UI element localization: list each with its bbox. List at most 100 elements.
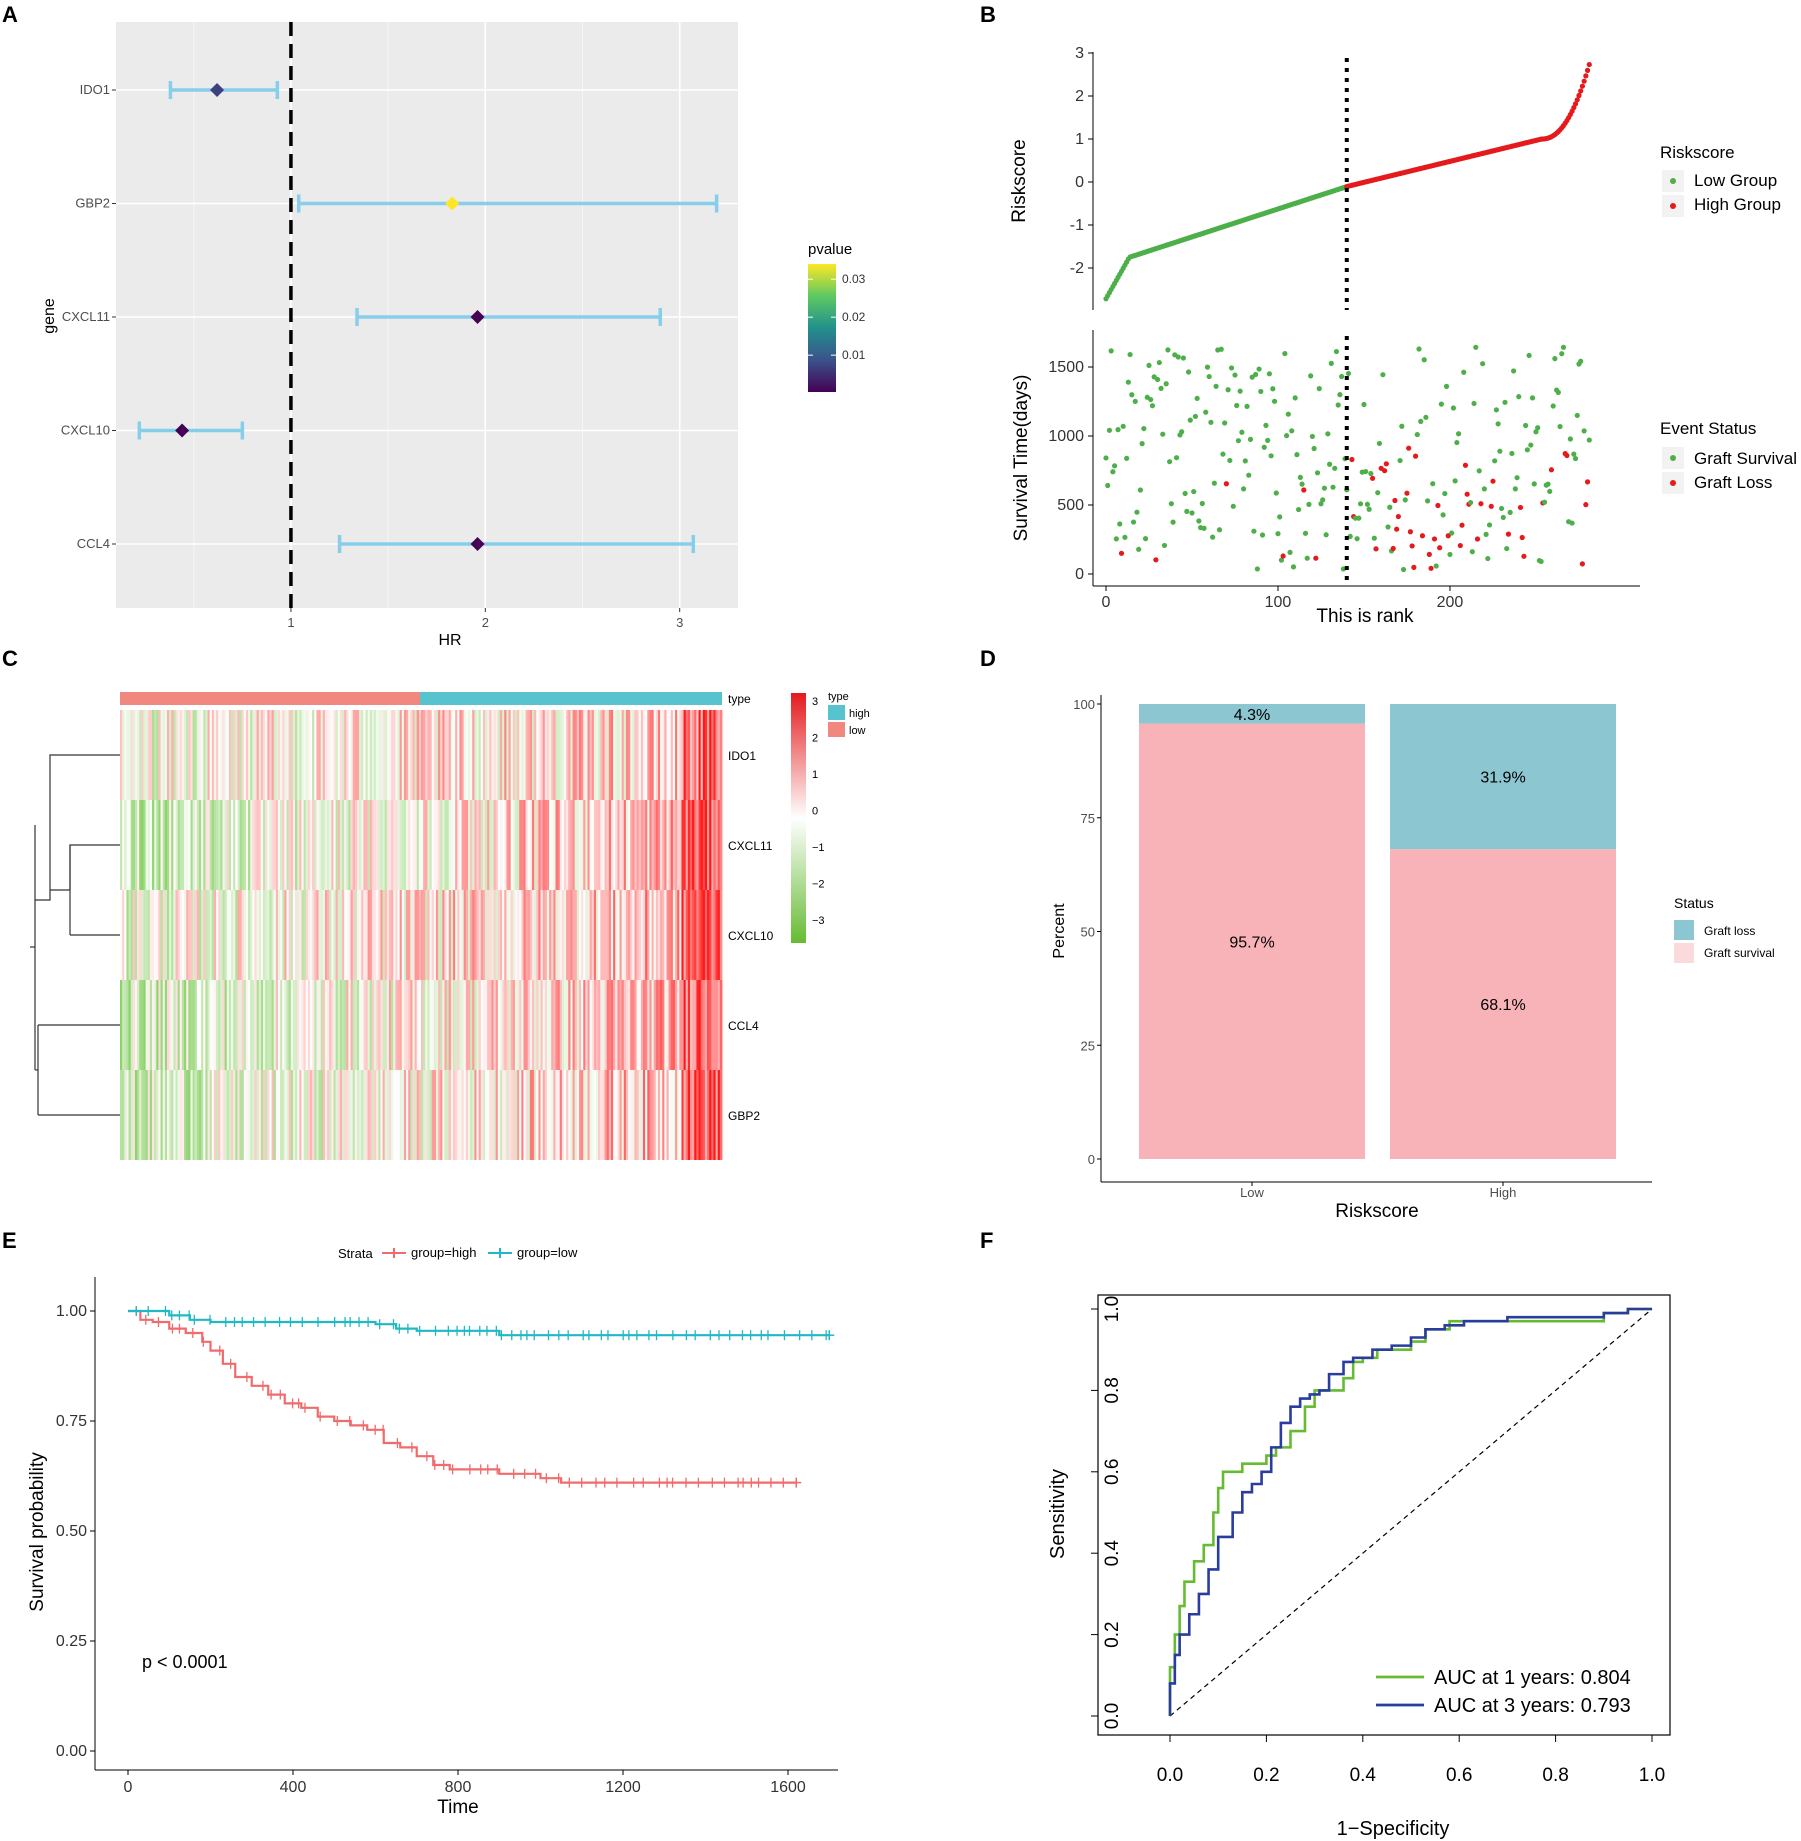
- heatmap-cell: [615, 890, 618, 980]
- heatmap-cell: [354, 1070, 358, 1160]
- heatmap-cell: [485, 710, 488, 800]
- heatmap-cell: [493, 710, 497, 800]
- heatmap-cell: [672, 710, 676, 800]
- heatmap-cell: [359, 800, 362, 890]
- survival-point: [1382, 468, 1388, 474]
- heatmap-cell: [374, 1070, 377, 1160]
- heatmap-cell: [553, 980, 556, 1070]
- heatmap-cell: [568, 890, 571, 980]
- heatmap-cell: [461, 1070, 465, 1160]
- heatmap-cell: [156, 710, 159, 800]
- heatmap-cell: [386, 800, 390, 890]
- heatmap-cell: [297, 1070, 300, 1160]
- risk-point: [1581, 78, 1587, 84]
- heatmap-cell: [188, 800, 191, 890]
- y-tick-label: -1: [1070, 217, 1084, 234]
- heatmap-cell: [414, 980, 418, 1070]
- heatmap-cell: [320, 710, 324, 800]
- heatmap-cell: [664, 890, 667, 980]
- heatmap-cell: [489, 890, 492, 980]
- heatmap-cell: [164, 980, 168, 1070]
- heatmap-cell: [158, 1070, 161, 1160]
- heatmap-cell: [395, 890, 398, 980]
- type-legend-low: low: [849, 725, 866, 737]
- heatmap-cell: [463, 980, 467, 1070]
- heatmap-cell: [572, 800, 576, 890]
- heatmap-cell: [361, 1070, 364, 1160]
- roc-curve: [1168, 1307, 1652, 1716]
- heatmap-cell: [141, 710, 144, 800]
- heatmap-cell: [145, 980, 149, 1070]
- heatmap-cell: [184, 800, 187, 890]
- legend-key-survival: [1670, 455, 1676, 461]
- heatmap-cell: [356, 710, 360, 800]
- heatmap-cell: [239, 980, 243, 1070]
- heatmap-cell: [472, 980, 475, 1070]
- survival-point: [1564, 452, 1570, 459]
- heatmap-cell: [277, 800, 281, 890]
- heatmap-cell: [384, 980, 388, 1070]
- heatmap-cell: [288, 980, 292, 1070]
- heatmap-cell: [640, 980, 644, 1070]
- survival-point: [1368, 470, 1374, 477]
- heatmap-cell: [410, 980, 413, 1070]
- heatmap-cell: [380, 890, 383, 980]
- survival-point: [1270, 386, 1276, 392]
- heatmap-cell: [312, 980, 315, 1070]
- survival-point: [1316, 386, 1322, 392]
- heatmap-cell: [431, 800, 435, 890]
- heatmap-cell: [425, 980, 428, 1070]
- heatmap-cell: [177, 1070, 181, 1160]
- survival-point: [1311, 445, 1317, 452]
- heatmap-cell: [203, 1070, 206, 1160]
- heatmap-cell: [342, 890, 345, 980]
- survival-point: [1268, 453, 1274, 459]
- heatmap-cell: [378, 800, 381, 890]
- heatmap-cell: [472, 890, 475, 980]
- heatmap-cell: [544, 980, 548, 1070]
- heatmap-cell: [508, 1070, 512, 1160]
- survival-point: [1201, 525, 1207, 531]
- heatmap-cell: [243, 710, 247, 800]
- heatmap-cell: [322, 800, 326, 890]
- heatmap-cell: [124, 1070, 127, 1160]
- heatmap-cell: [608, 1070, 612, 1160]
- heatmap-cell: [339, 980, 343, 1070]
- survival-point: [1168, 501, 1174, 507]
- survival-point: [1163, 381, 1169, 387]
- survival-point: [1141, 425, 1147, 432]
- heatmap-cell: [175, 980, 179, 1070]
- heatmap-cell: [514, 980, 518, 1070]
- heatmap-cell: [299, 1070, 302, 1160]
- heatmap-cell: [628, 710, 631, 800]
- heatmap-cell: [433, 980, 437, 1070]
- heatmap-cell: [250, 800, 253, 890]
- heatmap-cell: [461, 710, 465, 800]
- heatmap-cell: [561, 800, 565, 890]
- heatmap-cell: [660, 800, 663, 890]
- heatmap-cell: [203, 710, 206, 800]
- heatmap-cell: [186, 980, 189, 1070]
- heatmap-cell: [561, 980, 565, 1070]
- panel-label-a: A: [2, 2, 18, 27]
- heatmap-cell: [356, 890, 360, 980]
- heatmap-cell: [305, 710, 309, 800]
- heatmap-cell: [269, 710, 272, 800]
- heatmap-cell: [681, 980, 684, 1070]
- heatmap-cell: [235, 1070, 238, 1160]
- heatmap-cell: [269, 890, 272, 980]
- heatmap-cell: [587, 800, 591, 890]
- heatmap-cell: [529, 800, 533, 890]
- heatmap-cell: [213, 710, 217, 800]
- heatmap-cell: [354, 980, 358, 1070]
- survival-point: [1404, 490, 1410, 496]
- heatmap-cell: [318, 890, 322, 980]
- risk-point: [1579, 83, 1586, 89]
- heatmap-cell: [171, 890, 174, 980]
- heatmap-cell: [124, 890, 127, 980]
- survival-point: [1220, 451, 1226, 457]
- survival-point: [1347, 533, 1353, 539]
- survival-point: [1418, 418, 1424, 424]
- heatmap-cell: [154, 710, 157, 800]
- survival-point: [1356, 515, 1362, 521]
